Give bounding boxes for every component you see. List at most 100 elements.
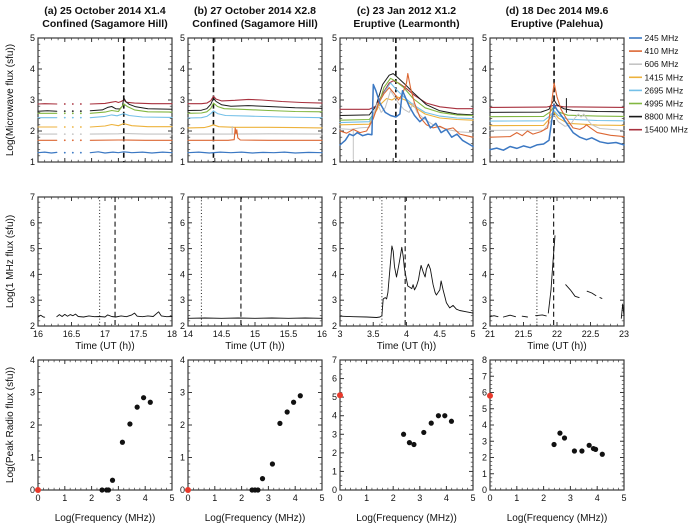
plot-box [37,37,173,163]
flux-trace [89,151,173,154]
peak-flux-point [448,418,455,424]
x-tick-label: 16.5 [63,329,81,339]
y-tick-label: 3 [332,295,337,305]
peak-flux-point [290,399,297,405]
axis-ticks [187,196,323,327]
y-tick-label: 3 [482,436,487,446]
plot-box [339,196,474,327]
y-tick-label: 3 [30,295,35,305]
series-15400-mhz [37,99,173,105]
trace-gap-dot [71,151,74,154]
flux-trace [89,113,173,119]
legend-entry: 2695 MHz [629,85,683,95]
series-15400-mhz [339,80,474,110]
series-410-mhz [37,139,173,142]
trace-gap-dot [79,112,82,115]
peak-flux-point [571,448,578,454]
y-tick-label: 4 [180,355,185,365]
y-tick-label: 6 [30,218,35,228]
panel-title-line1: (d) 18 Dec 2014 M9.6 [506,5,609,17]
y-tick-label: 5 [30,244,35,254]
series-8800-mhz [187,97,323,111]
y-axis-label: Log(1 MHz flux (sfu)) [5,215,16,308]
series-1-mhz [489,235,625,319]
flux-trace [187,97,323,111]
flux-trace [56,311,173,318]
series-1415-mhz [187,124,323,129]
y-tick-label: 0 [482,485,487,495]
x-tick-label: 1 [364,493,369,503]
peak-flux-point [127,421,133,427]
plot-box [339,359,474,491]
y-tick-label: 2 [482,321,487,331]
flux-trace [489,103,625,151]
legend-entry: 410 MHz [629,46,679,56]
x-tick-label: 14.5 [213,329,231,339]
legend-entry: 1415 MHz [629,72,683,82]
panel-title-line2: Confined (Sagamore Hill) [192,18,317,30]
x-tick-label: 2 [391,493,396,503]
y-tick-label: 6 [332,218,337,228]
x-tick-label: 2 [541,493,546,503]
axis-ticks [489,196,625,327]
trace-gap-dot [71,110,74,113]
trace-gap-dot [71,112,74,115]
y-tick-label: 5 [332,244,337,254]
x-tick-label: 22.5 [582,329,600,339]
x-tick-label: 4.5 [433,329,446,339]
y-tick-label: 5 [332,392,337,402]
flux-trace [547,235,556,314]
trace-gap-dot [71,133,74,136]
peak-flux-point [435,413,442,419]
flux-trace [339,80,474,110]
flux-trace [89,103,173,114]
x-tick-label: 15 [250,329,260,339]
series-8800-mhz [489,98,625,113]
x-tick-label: 1 [212,493,217,503]
y-tick-label: 2 [332,321,337,331]
y-tick-label: 3 [180,388,185,398]
y-tick-label: 2 [30,321,35,331]
x-tick-label: 5 [169,493,174,503]
x-axis-label: Time (UT (h)) [377,341,436,352]
legend-entry-label: 8800 MHz [645,112,684,122]
frequency-legend: 245 MHz 410 MHz 606 MHz 1415 MHz 2695 MHz 499… [629,33,688,135]
axis-ticks [339,196,474,327]
series-606-mhz [187,126,323,135]
y-tick-label: 2 [482,126,487,136]
x-tick-label: 5 [470,493,475,503]
x-tick-label: 3 [116,493,121,503]
x-tick-label: 22 [552,329,562,339]
1mhz-peak-point [35,487,41,493]
y-tick-label: 1 [332,466,337,476]
panel-title-line1: (c) 23 Jan 2012 X1.2 [357,5,456,17]
peak-flux-point [551,441,557,448]
y-tick-label: 7 [482,192,487,202]
plot-box [187,359,323,491]
axis-ticks [37,37,173,163]
flux-trace [187,124,323,129]
peak-flux-point [557,430,563,436]
peak-flux-point [99,487,105,493]
flux-trace [502,314,516,318]
y-tick-label: 8 [482,355,487,365]
x-tick-label: 14 [183,329,193,339]
y-tick-label: 2 [332,448,337,458]
y-tick-label: 5 [482,244,487,254]
plot-box [489,37,625,163]
y-tick-label: 4 [332,269,337,279]
x-tick-label: 4 [143,493,148,503]
y-tick-label: 4 [332,411,337,421]
flux-trace [37,314,46,318]
series-245-mhz [187,151,323,154]
y-tick-label: 2 [180,126,185,136]
peak-flux-point [428,420,434,426]
x-tick-label: 2 [89,493,94,503]
flux-trace [521,315,528,318]
x-tick-label: 16 [317,329,327,339]
flux-trace [187,95,323,105]
y-tick-label: 1 [482,157,487,167]
